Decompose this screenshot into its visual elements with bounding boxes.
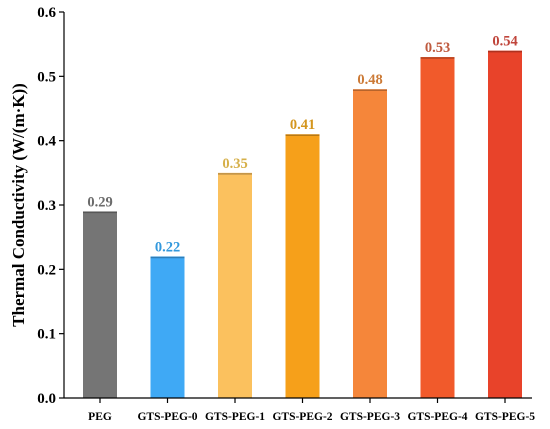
bar-gts-peg-0 <box>150 256 185 398</box>
bar-peg <box>83 211 117 398</box>
x-category-label: GTS-PEG-2 <box>272 411 332 423</box>
y-tick-label: 0.0 <box>37 391 56 407</box>
y-tick-label: 0.6 <box>37 5 56 21</box>
x-category-label: GTS-PEG-3 <box>340 411 400 423</box>
bar-gts-peg-4 <box>420 57 455 399</box>
data-label: 0.54 <box>492 34 517 50</box>
x-ticks-layer: PEG GTS-PEG-0 GTS-PEG-1 GTS-PEG-2 GTS-PEG-3 G… <box>88 398 535 423</box>
bar-gts-peg-5 <box>488 50 522 398</box>
y-tick-label: 0.5 <box>37 69 56 85</box>
bar-gts-peg-2 <box>285 134 320 398</box>
y-tick-label: 0.2 <box>37 262 56 278</box>
y-tick-label: 0.4 <box>37 134 56 150</box>
x-category-label: GTS-PEG-1 <box>205 411 265 423</box>
data-label: 0.35 <box>222 156 247 172</box>
bar-gts-peg-1 <box>218 172 252 398</box>
data-label: 0.29 <box>87 194 112 210</box>
data-label: 0.48 <box>357 72 382 88</box>
y-axis-title: Thermal Conductivity (W/(m·K)) <box>9 83 28 327</box>
y-ticks-layer: 0.0 0.1 0.2 0.3 0.4 0.5 0.6 <box>37 5 64 407</box>
x-category-label: GTS-PEG-4 <box>407 411 467 423</box>
bars-layer <box>83 50 522 399</box>
data-labels-layer: 0.29 0.22 0.35 0.41 0.48 0.53 0.54 <box>87 34 517 256</box>
x-category-label: PEG <box>88 411 112 423</box>
y-tick-label: 0.1 <box>37 327 56 343</box>
data-label: 0.41 <box>290 117 315 133</box>
data-label: 0.22 <box>155 239 180 255</box>
bar-gts-peg-3 <box>353 89 387 398</box>
x-category-label: GTS-PEG-0 <box>137 411 197 423</box>
data-label: 0.53 <box>425 40 450 56</box>
x-category-label: GTS-PEG-5 <box>475 411 535 423</box>
y-tick-label: 0.3 <box>37 198 56 214</box>
